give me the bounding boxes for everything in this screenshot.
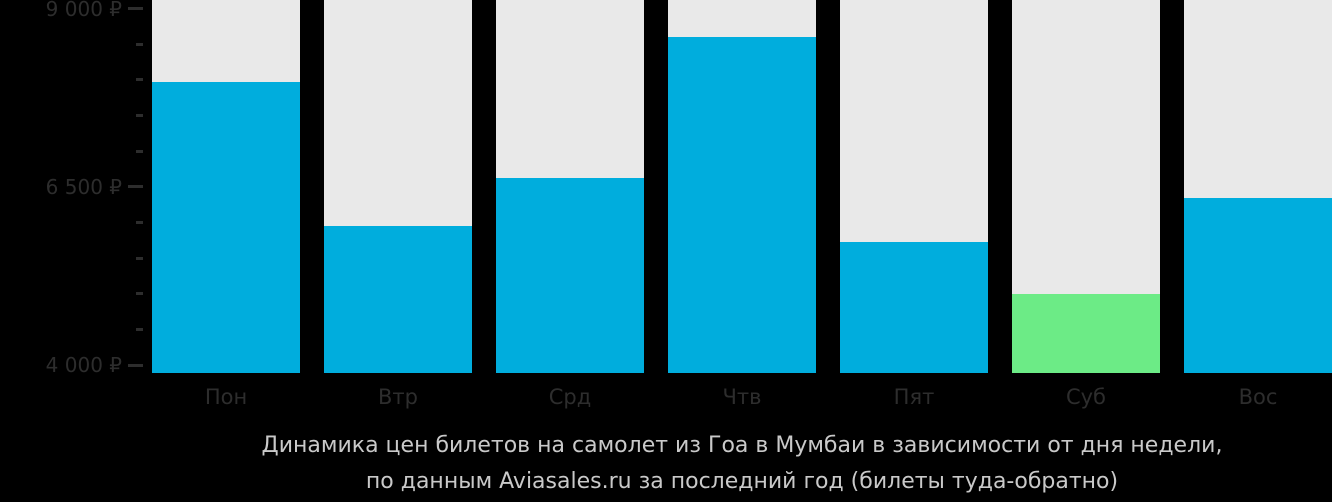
bar-track-thu	[668, 0, 816, 373]
x-tick-label-sun: Вос	[1238, 385, 1278, 409]
y-axis-label-9000: 9 000 ₽	[45, 0, 122, 21]
x-tick-label-sat: Суб	[1065, 385, 1107, 409]
bar-fill-wed	[496, 178, 644, 373]
y-axis-major-tick	[128, 185, 143, 189]
bar-fill-sun	[1184, 198, 1332, 373]
bar-track-sun	[1184, 0, 1332, 373]
y-axis-minor-tick	[136, 78, 143, 82]
y-axis-minor-tick	[136, 256, 143, 260]
x-tick-label-tue: Втр	[378, 385, 418, 409]
y-axis-minor-tick	[136, 114, 143, 118]
y-axis-label-6500: 6 500 ₽	[45, 174, 122, 199]
y-axis-minor-tick	[136, 327, 143, 331]
bar-fill-sat	[1012, 293, 1160, 373]
x-tick-label-fri: Пят	[893, 385, 935, 409]
chart-caption: Динамика цен билетов на самолет из Гоа в…	[152, 428, 1332, 500]
x-tick-label-wed: Срд	[548, 385, 592, 409]
y-axis-minor-tick	[136, 42, 143, 46]
caption-line-2: по данным Aviasales.ru за последний год …	[365, 469, 1119, 494]
bar-fill-fri	[840, 241, 988, 373]
bar-track-wed	[496, 0, 644, 373]
y-axis-major-tick	[128, 7, 143, 11]
bar-fill-tue	[324, 226, 472, 373]
bar-track-sat	[1012, 0, 1160, 373]
bar-fill-mon	[152, 82, 300, 373]
bar-track-fri	[840, 0, 988, 373]
chart-plot-area: Пон Втр Срд Чтв Пят Суб Вос 9 000 ₽ 6 500 ₽ 4 000…	[45, 0, 1332, 409]
y-axis-minor-tick	[136, 149, 143, 153]
x-tick-label-mon: Пон	[204, 385, 248, 409]
caption-line-1: Динамика цен билетов на самолет из Гоа в…	[261, 433, 1223, 458]
bar-track-tue	[324, 0, 472, 373]
y-axis-minor-tick	[136, 292, 143, 296]
x-tick-label-thu: Чтв	[722, 385, 762, 409]
bar-track-mon	[152, 0, 300, 373]
y-axis-major-tick	[128, 363, 143, 367]
bar-fill-thu	[668, 37, 816, 373]
y-axis-minor-tick	[136, 221, 143, 225]
y-axis-label-4000: 4 000 ₽	[45, 353, 122, 378]
